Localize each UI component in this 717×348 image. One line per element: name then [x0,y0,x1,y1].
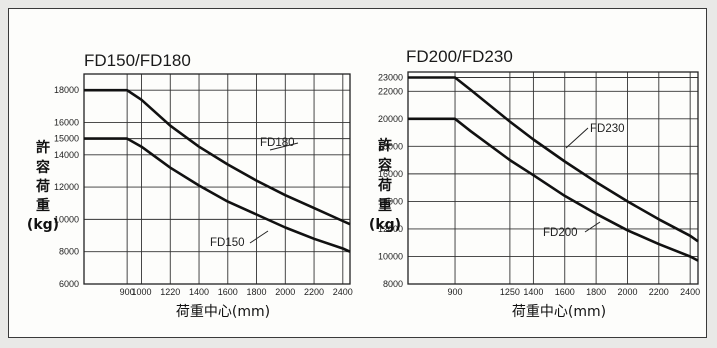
y-axis-label: 容 [35,159,50,176]
y-axis-label: 重 [36,197,50,214]
chart-2: FD200/FD230 8000 10000 12000 14000 16000 18000… [369,47,700,320]
x-tick-label: 2200 [304,287,324,297]
y-tick-label: 22000 [378,86,403,96]
y-tick-label: 8000 [383,279,403,289]
x-axis-label: 荷重中心(mm) [512,304,606,320]
series-line-fd150 [84,137,351,253]
x-tick-label: 1800 [586,287,606,297]
x-tick-label: 1600 [218,287,238,297]
x-axis-label: 荷重中心(mm) [176,304,270,320]
x-tick-label: 1400 [189,287,209,297]
x-tick-label: 1000 [131,287,151,297]
x-tick-label: 1220 [160,287,180,297]
y-tick-label: 18000 [54,85,79,95]
series-line-fd180 [84,88,351,226]
plot-border [83,73,351,285]
y-tick-label: 20000 [378,114,403,124]
y-tick-label: 16000 [54,117,79,127]
series-leader-line [249,230,269,244]
y-axis-label: 荷 [35,178,50,195]
chart-title: FD200/FD230 [406,47,513,66]
series-line-fd230 [408,76,699,243]
series-leader-line [269,142,299,151]
y-tick-label: 10000 [54,214,79,224]
y-axis-label: 許 [36,139,50,156]
series-label: FD200 [543,227,578,239]
y-tick-label: 15000 [54,134,79,144]
x-tick-label: 2000 [617,287,637,297]
y-axis-label: 容 [377,157,392,174]
plot-border [407,71,699,285]
x-tick-label: 1600 [555,287,575,297]
y-tick-label: 8000 [59,247,79,257]
series-line-fd200 [408,117,699,262]
y-tick-label: 12000 [54,182,79,192]
x-tick-label: 2400 [333,287,353,297]
y-tick-label: 14000 [54,150,79,160]
series-label: FD150 [210,237,245,249]
x-tick-label: 900 [120,287,135,297]
x-tick-label: 900 [448,287,463,297]
y-axis-label: (kg) [27,217,59,233]
series-leader-line [565,127,589,149]
x-tick-label: 2400 [680,287,700,297]
y-tick-label: 6000 [59,279,79,289]
y-tick-label: 16000 [378,169,403,179]
chart-title: FD150/FD180 [84,51,191,70]
y-axis-label: (kg) [369,217,401,233]
x-tick-label: 1250 [500,287,520,297]
figure-frame [8,8,707,338]
series-leader-line [584,221,601,233]
x-tick-label: 2000 [275,287,295,297]
x-tick-label: 1400 [523,287,543,297]
x-tick-label: 2200 [649,287,669,297]
y-tick-label: 12000 [378,224,403,234]
series-label: FD230 [590,123,625,135]
y-axis-label: 許 [378,137,392,154]
series-label: FD180 [260,137,295,149]
y-tick-label: 18000 [378,141,403,151]
y-axis-label: 荷 [377,177,392,194]
chart-1: FD150/FD180 6000 8000 10000 12000 14000 15000 1… [27,51,353,320]
x-tick-label: 1800 [247,287,267,297]
y-tick-label: 14000 [378,196,403,206]
y-tick-label: 10000 [378,251,403,261]
y-axis-label: 重 [378,197,392,214]
y-tick-label: 23000 [378,73,403,83]
